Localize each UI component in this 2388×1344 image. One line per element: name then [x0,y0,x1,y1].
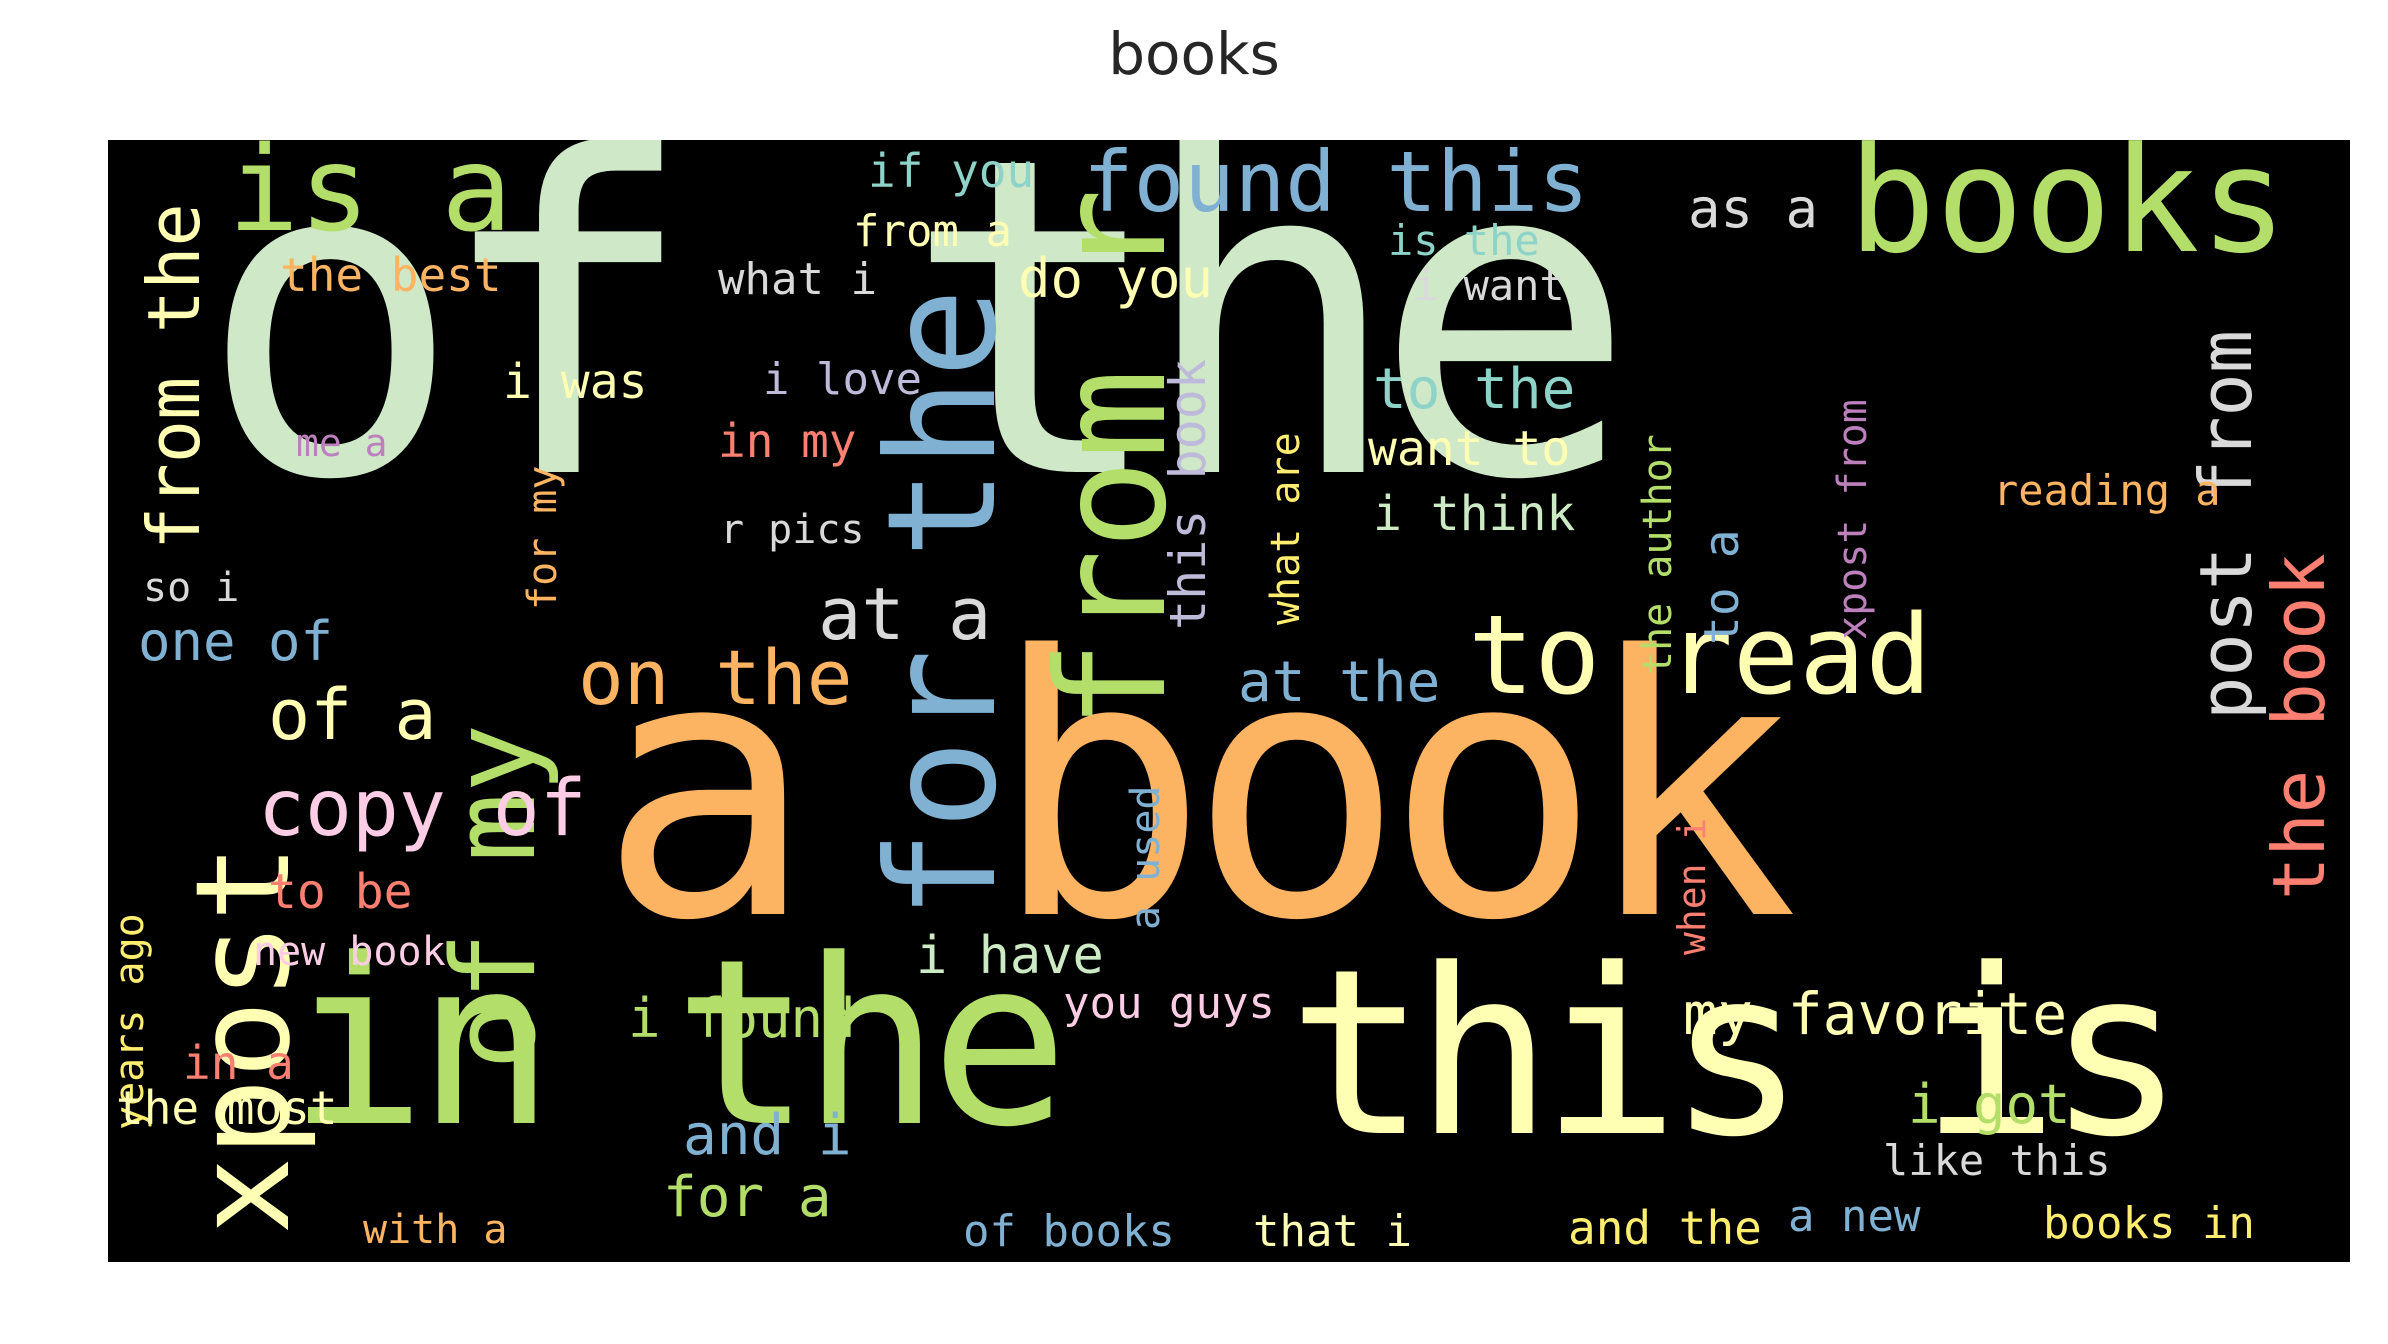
word: with a [363,1207,508,1253]
word: one of [138,610,334,673]
word: new book [253,929,446,975]
word: i have [916,926,1104,986]
word: copy of [258,764,587,854]
word: and the [1568,1201,1762,1255]
word: what are [1263,432,1309,625]
word: the author [1635,434,1681,675]
word: a book [598,580,1798,999]
word: from a [853,206,1012,257]
word: do you [1018,247,1214,310]
word: if you [868,144,1035,198]
word: this book [1159,359,1217,630]
word: books in [2043,1198,2255,1249]
word: of a [268,674,437,756]
word: for a [663,1165,832,1230]
word: the book [2257,553,2341,900]
word: i got [1908,1073,2071,1136]
word: in my [718,414,857,468]
word: is a [228,140,513,258]
word: on the [578,633,853,722]
word: to be [268,864,413,920]
word: the most [116,1081,338,1135]
word: books [1848,140,2288,286]
word: of the [198,140,1637,576]
word: i love [763,354,922,405]
chart-title: books [1108,20,1280,88]
word: xpost from [1830,399,1876,640]
word: so i [143,565,240,611]
word: want to [1368,421,1571,477]
word: a used [1123,785,1169,931]
word: like this [1883,1136,2111,1185]
word: in the [288,911,1069,1178]
word: and i [683,1103,852,1168]
word: my favorite [1683,980,2068,1048]
word: me a [296,421,388,465]
word: to read [1468,591,1932,719]
word: found this [1083,140,1589,231]
word: i want [1413,261,1565,310]
word: to a [1694,529,1750,645]
word: a new [1788,1191,1921,1242]
word: to the [1373,357,1576,422]
word: i think [1373,486,1576,542]
word-cloud: of the a book in the this is books for t… [108,140,2350,1262]
word: you guys [1063,978,1275,1029]
word: what i [718,254,877,305]
word: this is [1288,921,2185,1188]
word: as a [1688,177,1819,240]
word: the best [280,248,502,302]
word: i found [628,987,856,1050]
word: that i [1253,1206,1412,1257]
word: post from [2184,329,2268,720]
word: at the [1238,650,1441,715]
word: in a [183,1036,294,1090]
word: is the [1388,216,1540,265]
word: from the [132,203,216,550]
word: of books [963,1206,1175,1257]
word: at a [818,572,992,656]
word: r pics [720,507,865,553]
word: for my [520,465,566,611]
word: i was [503,354,648,410]
word: reading a [1993,466,2221,515]
word: when i [1670,817,1714,955]
